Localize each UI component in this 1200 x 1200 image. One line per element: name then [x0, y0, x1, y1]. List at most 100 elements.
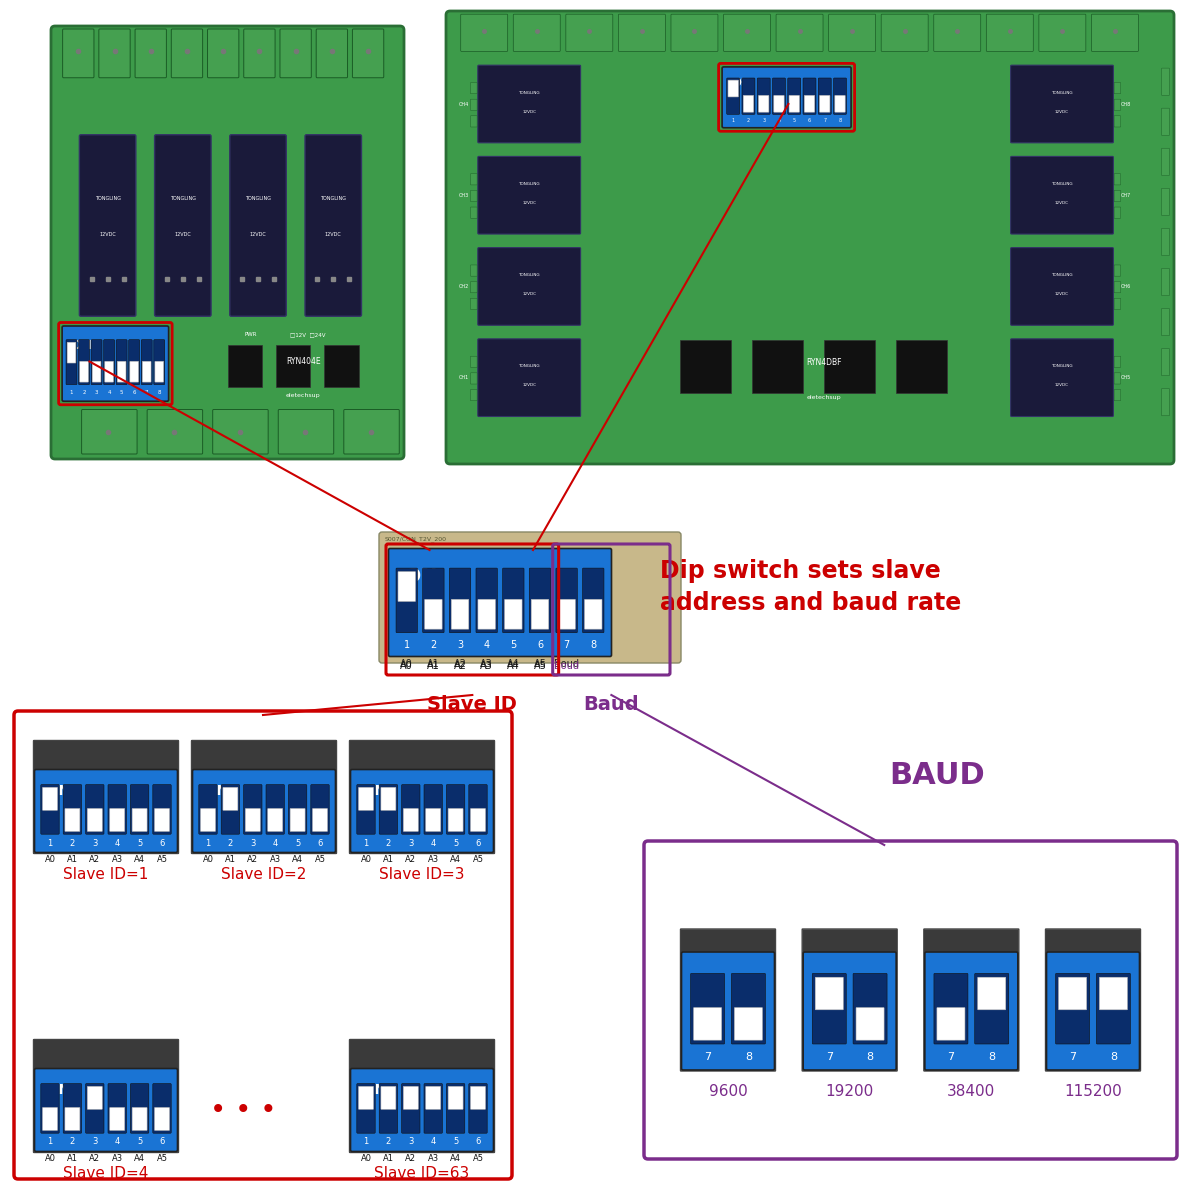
- Text: TONGLING: TONGLING: [1051, 91, 1073, 95]
- FancyBboxPatch shape: [724, 14, 770, 52]
- FancyBboxPatch shape: [143, 361, 151, 382]
- FancyBboxPatch shape: [618, 14, 665, 52]
- FancyBboxPatch shape: [424, 1084, 443, 1133]
- Text: 4: 4: [431, 1138, 436, 1146]
- FancyBboxPatch shape: [1114, 174, 1121, 185]
- Text: Slave ID=2: Slave ID=2: [221, 866, 307, 882]
- Bar: [324, 344, 359, 386]
- FancyBboxPatch shape: [470, 356, 478, 367]
- Text: 6: 6: [475, 1138, 481, 1146]
- Bar: [1046, 930, 1140, 954]
- Text: A1: A1: [383, 1154, 394, 1163]
- Text: 2: 2: [70, 1138, 76, 1146]
- FancyBboxPatch shape: [1114, 265, 1121, 276]
- Text: A3: A3: [427, 1154, 439, 1163]
- FancyBboxPatch shape: [148, 409, 203, 454]
- FancyBboxPatch shape: [1010, 65, 1114, 143]
- Text: 1: 1: [364, 1138, 368, 1146]
- Text: A2: A2: [406, 1154, 416, 1163]
- Text: 5: 5: [137, 839, 143, 847]
- FancyBboxPatch shape: [1114, 373, 1121, 384]
- FancyBboxPatch shape: [422, 568, 444, 632]
- FancyBboxPatch shape: [790, 96, 799, 112]
- Text: A0: A0: [401, 659, 413, 670]
- FancyBboxPatch shape: [311, 785, 329, 834]
- FancyBboxPatch shape: [403, 1086, 419, 1109]
- FancyBboxPatch shape: [1045, 929, 1140, 1070]
- Text: 12VDC: 12VDC: [325, 232, 342, 236]
- FancyBboxPatch shape: [478, 247, 581, 325]
- Text: 38400: 38400: [947, 1085, 996, 1099]
- FancyBboxPatch shape: [98, 29, 130, 78]
- FancyBboxPatch shape: [34, 740, 179, 853]
- Text: 19200: 19200: [826, 1085, 874, 1099]
- Text: 12VDC: 12VDC: [522, 292, 536, 296]
- FancyBboxPatch shape: [66, 340, 77, 385]
- Text: 7: 7: [826, 1052, 833, 1062]
- FancyBboxPatch shape: [155, 1108, 169, 1130]
- FancyBboxPatch shape: [829, 14, 876, 52]
- Text: 12VDC: 12VDC: [1055, 292, 1069, 296]
- FancyBboxPatch shape: [446, 11, 1174, 464]
- FancyBboxPatch shape: [742, 78, 755, 114]
- Text: 12VDC: 12VDC: [1055, 200, 1069, 205]
- Text: CH2: CH2: [458, 284, 469, 289]
- Text: A1: A1: [67, 854, 78, 864]
- Text: CH1: CH1: [458, 376, 469, 380]
- FancyBboxPatch shape: [78, 340, 90, 385]
- FancyBboxPatch shape: [62, 326, 169, 401]
- Bar: [803, 930, 896, 954]
- FancyBboxPatch shape: [1114, 390, 1121, 401]
- FancyBboxPatch shape: [426, 1086, 440, 1109]
- Text: TONGLING: TONGLING: [95, 197, 121, 202]
- Text: 1: 1: [47, 839, 53, 847]
- FancyBboxPatch shape: [469, 785, 487, 834]
- FancyBboxPatch shape: [694, 1008, 721, 1040]
- FancyBboxPatch shape: [359, 787, 373, 810]
- FancyBboxPatch shape: [1039, 14, 1086, 52]
- Text: Dip switch sets slave
address and baud rate: Dip switch sets slave address and baud r…: [660, 559, 961, 614]
- FancyBboxPatch shape: [350, 1068, 493, 1152]
- FancyBboxPatch shape: [305, 134, 361, 317]
- FancyBboxPatch shape: [266, 785, 284, 834]
- FancyBboxPatch shape: [208, 29, 239, 78]
- Text: A3: A3: [480, 659, 493, 670]
- FancyBboxPatch shape: [1114, 116, 1121, 127]
- FancyBboxPatch shape: [1162, 228, 1169, 256]
- FancyBboxPatch shape: [1056, 973, 1090, 1044]
- FancyBboxPatch shape: [470, 191, 478, 202]
- FancyBboxPatch shape: [1114, 208, 1121, 218]
- FancyBboxPatch shape: [359, 1086, 373, 1109]
- FancyBboxPatch shape: [245, 809, 260, 832]
- FancyBboxPatch shape: [88, 1086, 102, 1109]
- Text: A3: A3: [480, 661, 493, 671]
- FancyBboxPatch shape: [398, 571, 415, 601]
- FancyBboxPatch shape: [425, 599, 442, 629]
- Bar: [192, 740, 336, 770]
- Text: 2: 2: [70, 839, 76, 847]
- FancyBboxPatch shape: [42, 787, 58, 810]
- Text: 4: 4: [107, 390, 110, 395]
- FancyBboxPatch shape: [1114, 282, 1121, 293]
- FancyBboxPatch shape: [41, 785, 59, 834]
- FancyBboxPatch shape: [116, 340, 127, 385]
- FancyBboxPatch shape: [88, 809, 102, 832]
- FancyBboxPatch shape: [312, 809, 328, 832]
- FancyBboxPatch shape: [130, 361, 138, 382]
- FancyBboxPatch shape: [532, 599, 548, 629]
- FancyBboxPatch shape: [103, 340, 114, 385]
- FancyBboxPatch shape: [1097, 973, 1130, 1044]
- FancyBboxPatch shape: [820, 96, 830, 112]
- FancyBboxPatch shape: [470, 100, 478, 110]
- FancyBboxPatch shape: [152, 1084, 172, 1133]
- FancyBboxPatch shape: [503, 568, 524, 632]
- Text: Boud: Boud: [554, 661, 580, 671]
- FancyBboxPatch shape: [469, 1084, 487, 1133]
- Text: 4: 4: [114, 839, 120, 847]
- Text: 6: 6: [132, 390, 136, 395]
- FancyBboxPatch shape: [65, 809, 80, 832]
- Text: 3: 3: [92, 1138, 97, 1146]
- Text: 12VDC: 12VDC: [522, 109, 536, 114]
- FancyBboxPatch shape: [67, 342, 76, 364]
- FancyBboxPatch shape: [64, 785, 82, 834]
